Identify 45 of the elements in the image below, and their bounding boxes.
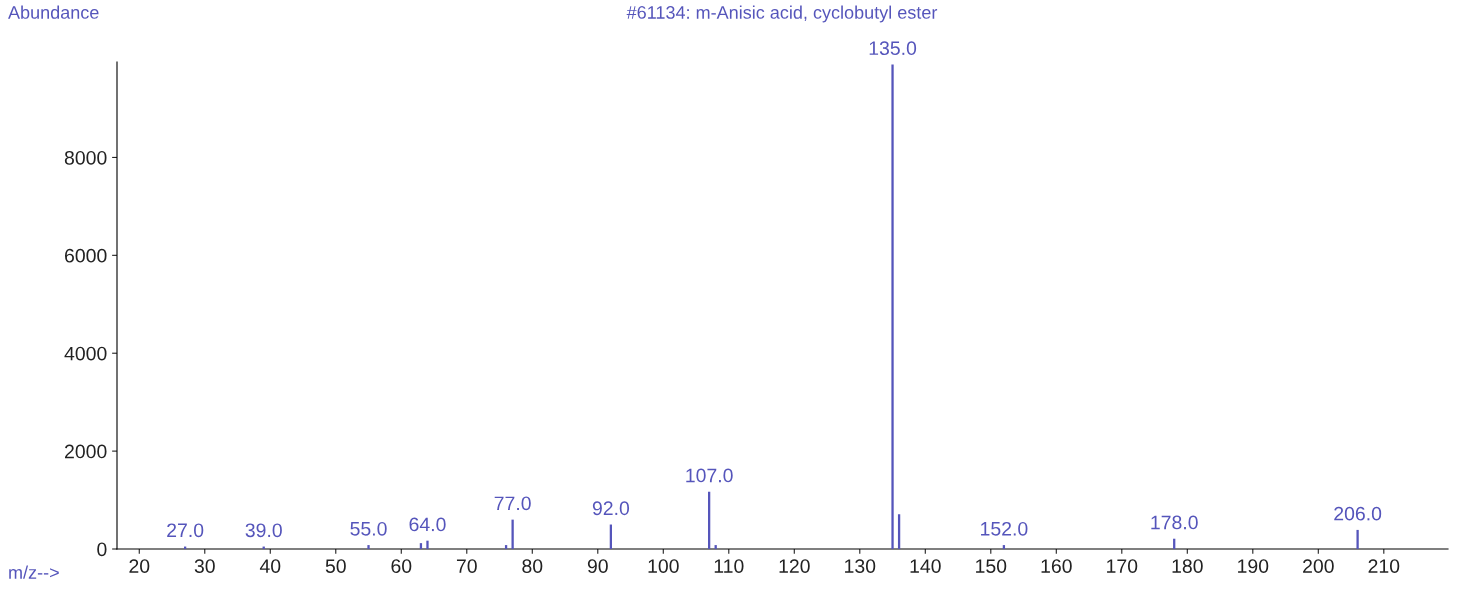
bar	[426, 540, 429, 549]
x-tick-label: 100	[648, 559, 679, 573]
annotation: 152.0	[981, 521, 1028, 536]
x-tick-label: 120	[779, 559, 810, 573]
x-tick-label: 170	[1107, 559, 1138, 573]
annotation: 27.0	[167, 523, 204, 538]
x-tick-label: 50	[325, 559, 346, 573]
annotation: 77.0	[494, 496, 531, 511]
annotation: 39.0	[245, 523, 282, 538]
x-tick-label: 200	[1303, 559, 1334, 573]
annotation: 92.0	[592, 501, 630, 516]
x-tick-label: 150	[976, 559, 1007, 573]
annotation: 178.0	[1151, 515, 1198, 530]
x-tick-label: 40	[259, 559, 281, 573]
chart-title: #61134: m-Anisic acid, cyclobutyl ester	[626, 5, 938, 23]
bar	[511, 519, 514, 549]
x-tick-label: 110	[714, 559, 744, 573]
annotation: 135.0	[869, 41, 917, 56]
y-tick-label: 2000	[65, 444, 107, 459]
annotation: 107.0	[686, 468, 733, 483]
x-tick-label: 210	[1368, 559, 1400, 573]
annotation: 64.0	[409, 517, 446, 532]
y-axis-title: Abundance	[8, 5, 99, 19]
bar	[419, 543, 423, 549]
bar	[891, 64, 894, 549]
x-tick-label: 180	[1172, 559, 1203, 573]
y-tick-label: 0	[97, 542, 107, 557]
y-tick-label: 6000	[65, 248, 107, 263]
annotation: 206.0	[1334, 506, 1382, 521]
x-tick-label: 140	[910, 559, 941, 573]
x-tick-label: 20	[129, 559, 150, 573]
x-tick-label: 60	[391, 559, 412, 573]
annotation: 55.0	[350, 521, 387, 536]
x-tick-label: 80	[522, 559, 543, 573]
x-tick-label: 130	[845, 559, 876, 573]
x-tick-label: 160	[1041, 559, 1072, 573]
x-tick-label: 90	[587, 559, 608, 573]
x-tick-label: 30	[194, 559, 215, 573]
x-axis-title: m/z-->	[9, 565, 59, 579]
y-tick-label: 8000	[64, 150, 107, 165]
bar	[1356, 529, 1359, 549]
bar	[367, 545, 370, 549]
x-tick-label: 70	[456, 559, 477, 573]
x-tick-label: 190	[1238, 559, 1269, 573]
y-tick-label: 4000	[64, 346, 107, 361]
